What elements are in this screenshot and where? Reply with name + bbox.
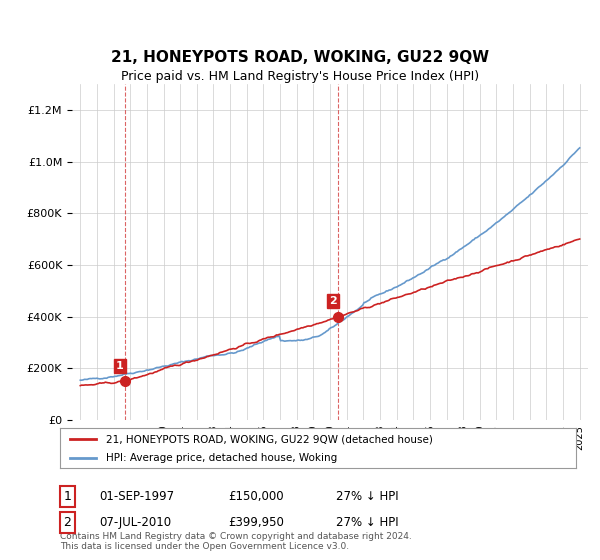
Text: 1: 1	[116, 361, 124, 371]
Text: 21, HONEYPOTS ROAD, WOKING, GU22 9QW: 21, HONEYPOTS ROAD, WOKING, GU22 9QW	[111, 50, 489, 66]
Text: 27% ↓ HPI: 27% ↓ HPI	[336, 489, 398, 503]
Text: 1: 1	[64, 489, 71, 503]
Text: 21, HONEYPOTS ROAD, WOKING, GU22 9QW (detached house): 21, HONEYPOTS ROAD, WOKING, GU22 9QW (de…	[106, 435, 433, 445]
Text: Price paid vs. HM Land Registry's House Price Index (HPI): Price paid vs. HM Land Registry's House …	[121, 70, 479, 83]
Text: £150,000: £150,000	[228, 489, 284, 503]
Text: 07-JUL-2010: 07-JUL-2010	[99, 516, 171, 529]
Text: 01-SEP-1997: 01-SEP-1997	[99, 489, 174, 503]
Text: £399,950: £399,950	[228, 516, 284, 529]
Text: Contains HM Land Registry data © Crown copyright and database right 2024.
This d: Contains HM Land Registry data © Crown c…	[60, 531, 412, 551]
Text: 2: 2	[64, 516, 71, 529]
Text: HPI: Average price, detached house, Woking: HPI: Average price, detached house, Woki…	[106, 453, 338, 463]
Text: 2: 2	[329, 296, 337, 306]
Text: 27% ↓ HPI: 27% ↓ HPI	[336, 516, 398, 529]
